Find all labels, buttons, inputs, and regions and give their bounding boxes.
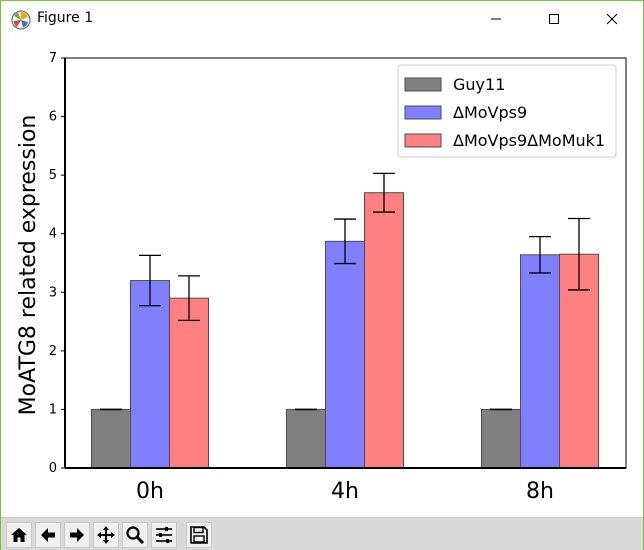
- error-bar-2-2: [568, 217, 590, 291]
- y-tick-label: 1: [49, 402, 57, 417]
- maximize-button[interactable]: [531, 1, 577, 37]
- title-bar[interactable]: Figure 1: [1, 1, 643, 37]
- legend-swatch: [404, 133, 442, 148]
- close-icon: [606, 13, 618, 25]
- configure-subplots-button[interactable]: [151, 522, 177, 548]
- bar-0-0: [91, 408, 131, 469]
- save-button[interactable]: [186, 522, 212, 548]
- pan-icon: [97, 526, 115, 544]
- sliders-icon: [156, 527, 172, 543]
- zoom-button[interactable]: [122, 522, 148, 548]
- y-tick-label: 7: [49, 51, 57, 66]
- bar-1-1: [325, 240, 365, 469]
- pan-button[interactable]: [93, 522, 119, 548]
- legend-box: [397, 64, 617, 158]
- legend-label: Guy11: [453, 75, 505, 94]
- legend-label: ΔMoVps9ΔMoMuk1: [453, 131, 605, 150]
- error-bar-1-1: [334, 218, 356, 265]
- minimize-icon: [491, 18, 501, 20]
- bar-0-1: [286, 408, 326, 469]
- legend-swatch: [404, 77, 442, 92]
- y-axis-label: MoATG8 related expression: [16, 115, 41, 416]
- bar-chart: 0 1 2 3 4 5 6 7 0h 4h 8h MoATG8 related expression…: [16, 51, 627, 504]
- navigation-toolbar: [1, 517, 643, 550]
- x-tick-label: 8h: [526, 479, 554, 504]
- close-button[interactable]: [589, 1, 635, 37]
- error-bar-1-0: [139, 254, 161, 307]
- bar-2-0: [169, 297, 209, 469]
- y-tick-label: 3: [49, 285, 57, 300]
- y-tick-label: 4: [49, 227, 57, 242]
- x-tick-label: 0h: [136, 479, 164, 504]
- x-tick-label: 4h: [331, 479, 359, 504]
- bar-1-2: [520, 254, 560, 469]
- home-icon: [11, 528, 27, 542]
- legend-swatch: [404, 105, 442, 120]
- magnifier-icon: [126, 526, 145, 545]
- y-tick-label: 5: [49, 168, 57, 183]
- figure-canvas[interactable]: 0 1 2 3 4 5 6 7 0h 4h 8h MoATG8 related expression…: [1, 37, 643, 517]
- y-tick-label: 2: [49, 344, 57, 359]
- arrow-right-icon: [70, 528, 84, 542]
- matplotlib-icon: [11, 10, 31, 30]
- floppy-disk-icon: [190, 526, 208, 544]
- legend-label: ΔMoVps9: [453, 103, 527, 122]
- window-title: Figure 1: [37, 10, 94, 26]
- error-bar-2-0: [178, 275, 200, 322]
- home-button[interactable]: [6, 522, 32, 548]
- minimize-button[interactable]: [473, 1, 519, 37]
- error-bar-1-2: [529, 235, 551, 274]
- bar-1-0: [130, 280, 170, 469]
- bar-2-1: [364, 192, 404, 469]
- back-button[interactable]: [35, 522, 61, 548]
- error-bar-2-1: [373, 172, 395, 213]
- y-tick-label: 6: [49, 110, 57, 125]
- bar-0-2: [481, 408, 521, 469]
- arrow-left-icon: [41, 528, 55, 542]
- forward-button[interactable]: [64, 522, 90, 548]
- maximize-icon: [549, 14, 559, 24]
- y-tick-label: 0: [49, 461, 57, 476]
